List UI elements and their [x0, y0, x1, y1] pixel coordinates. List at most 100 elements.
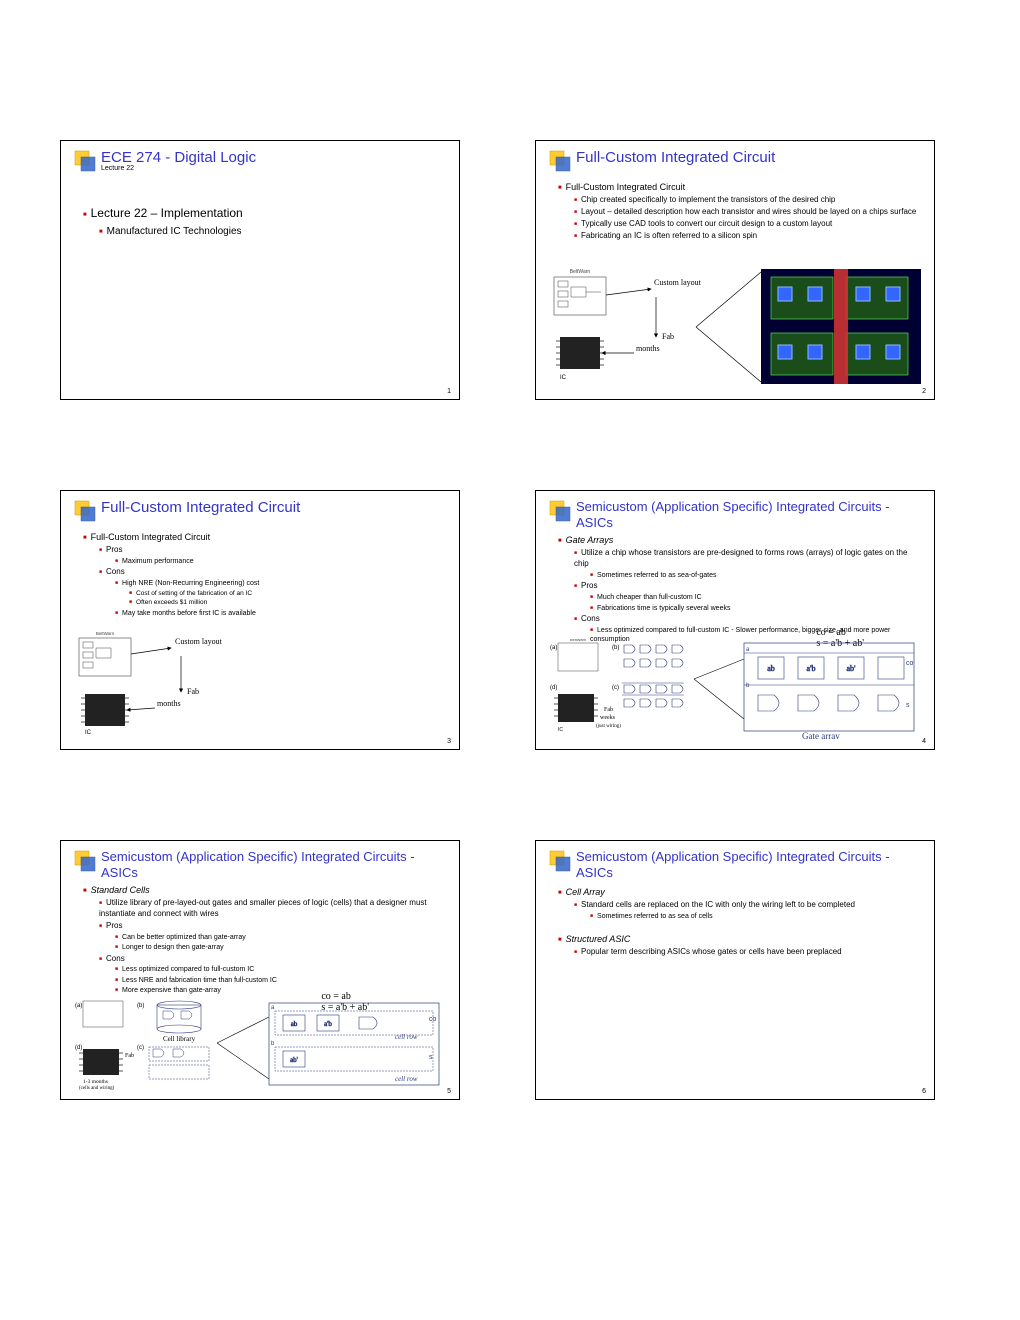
slide-title: Semicustom (Application Specific) Integr… [101, 849, 449, 880]
title-decoration-icon [546, 149, 572, 175]
title-decoration-icon [546, 499, 572, 525]
svg-text:(d): (d) [550, 685, 557, 691]
bullet: ■May take months before first IC is avai… [115, 609, 449, 618]
svg-text:ab: ab [767, 664, 775, 673]
svg-text:weeks: weeks [600, 715, 616, 721]
bullet-cons: ■Cons [99, 954, 449, 965]
bullet: ■Can be better optimized than gate-array [115, 933, 449, 942]
svg-text:Fab: Fab [662, 332, 674, 341]
page-number: 5 [447, 1088, 451, 1095]
heading: ■Full-Custom Integrated Circuit [558, 181, 924, 193]
page-number: 3 [447, 738, 451, 745]
bullet: ■Often exceeds $1 million [129, 599, 449, 608]
svg-text:BeltWarn: BeltWarn [570, 639, 586, 642]
bullet: ■Layout – detailed description how each … [574, 207, 924, 218]
title-decoration-icon [71, 499, 97, 525]
bullet: ■Utilize library of pre-layed-out gates … [99, 898, 449, 920]
slide-2: Full-Custom Integrated Circuit ■Full-Cus… [535, 140, 935, 400]
svg-text:cell row: cell row [395, 1033, 418, 1041]
svg-text:Gate array: Gate array [802, 731, 840, 739]
bullet: ■Popular term describing ASICs whose gat… [574, 947, 924, 958]
svg-text:(cells and wiring): (cells and wiring) [79, 1086, 115, 1091]
svg-text:ab': ab' [847, 664, 857, 673]
heading: ■Cell Array [558, 886, 924, 898]
svg-text:BeltWarn: BeltWarn [570, 269, 591, 275]
label-custom-layout: Custom layout [654, 278, 702, 287]
svg-text:(a): (a) [75, 1003, 82, 1009]
svg-text:b: b [746, 683, 750, 689]
standard-cell-diagram: (a) (b) Cell library (d) Fab 1-3 months [69, 999, 449, 1091]
bullet: ■Standard cells are replaced on the IC w… [574, 900, 924, 911]
svg-text:BeltWarn: BeltWarn [96, 632, 115, 636]
bullet: ■Utilize a chip whose transistors are pr… [574, 548, 924, 570]
bullet: ■Chip created specifically to implement … [574, 195, 924, 206]
svg-text:ab': ab' [290, 1056, 298, 1064]
svg-text:Fab: Fab [187, 687, 199, 696]
heading: ■Standard Cells [83, 884, 449, 896]
svg-text:1-3 months: 1-3 months [83, 1079, 108, 1085]
svg-text:s: s [906, 702, 910, 709]
page-number: 6 [922, 1088, 926, 1095]
svg-text:(just wiring): (just wiring) [596, 724, 621, 729]
slide-title: Full-Custom Integrated Circuit [101, 499, 300, 517]
page-number: 4 [922, 738, 926, 745]
bullet-cons: ■Cons [574, 614, 924, 625]
bullet: ■Less NRE and fabrication time than full… [115, 976, 449, 985]
custom-layout-diagram: BeltWarn Custom layout IC Fab months [546, 267, 926, 387]
svg-text:ab: ab [291, 1020, 298, 1028]
svg-text:IC: IC [558, 727, 563, 733]
bullet: ■High NRE (Non-Recurring Engineering) co… [115, 579, 449, 588]
bullet: ■Sometimes referred to as sea of cells [590, 912, 924, 921]
svg-text:Fab: Fab [604, 707, 613, 713]
bullet: ■Longer to design then gate-array [115, 943, 449, 952]
bullet-pros: ■Pros [99, 545, 449, 556]
svg-text:Cell library: Cell library [163, 1035, 196, 1043]
page-number: 1 [447, 388, 451, 395]
bullet: ■Much cheaper than full-custom IC [590, 593, 924, 602]
bullet: ■Sometimes referred to as sea-of-gates [590, 571, 924, 580]
svg-text:(b): (b) [612, 645, 619, 651]
svg-text:(c): (c) [137, 1045, 144, 1051]
bullet: ■Fabrications time is typically several … [590, 604, 924, 613]
svg-text:Fab: Fab [125, 1053, 134, 1059]
gate-array-diagram: (a) BeltWarn (b) IC (d) Fab weeks [544, 639, 924, 739]
svg-text:Custom layout: Custom layout [175, 637, 223, 646]
svg-text:co: co [429, 1016, 437, 1023]
title-decoration-icon [71, 849, 97, 875]
svg-text:a'b: a'b [324, 1020, 332, 1028]
slide-title: Full-Custom Integrated Circuit [576, 149, 775, 167]
svg-text:a: a [271, 1005, 275, 1011]
page-number: 2 [922, 388, 926, 395]
slide-4: Semicustom (Application Specific) Integr… [535, 490, 935, 750]
title-decoration-icon [71, 149, 97, 175]
svg-text:(c): (c) [612, 685, 619, 691]
svg-text:months: months [636, 344, 660, 353]
title-decoration-icon [546, 849, 572, 875]
bullet: ■More expensive than gate-array [115, 986, 449, 995]
svg-text:IC: IC [85, 730, 92, 736]
heading: ■Full-Custom Integrated Circuit [83, 531, 449, 543]
custom-layout-diagram-small: BeltWarn Custom layout IC Fab months [71, 632, 271, 737]
heading: ■Gate Arrays [558, 534, 924, 546]
slide-3: Full-Custom Integrated Circuit ■Full-Cus… [60, 490, 460, 750]
svg-text:a'b: a'b [807, 664, 816, 673]
bullet-pros: ■Pros [574, 581, 924, 592]
svg-text:(a): (a) [550, 645, 557, 651]
bullet-cons: ■Cons [99, 567, 449, 578]
slide-5: Semicustom (Application Specific) Integr… [60, 840, 460, 1100]
bullet: ■Cost of setting of the fabrication of a… [129, 590, 449, 599]
bullet: ■Less optimized compared to full-custom … [115, 965, 449, 974]
bullet: ■Maximum performance [115, 557, 449, 566]
bullet: ■Typically use CAD tools to convert our … [574, 219, 924, 230]
svg-text:co: co [906, 660, 914, 667]
slide-title: Semicustom (Application Specific) Integr… [576, 849, 924, 880]
svg-text:months: months [157, 699, 181, 708]
bullet-pros: ■Pros [99, 921, 449, 932]
svg-text:(d): (d) [75, 1045, 82, 1051]
slide-6: Semicustom (Application Specific) Integr… [535, 840, 935, 1100]
svg-text:(b): (b) [137, 1003, 144, 1009]
slide-title: Semicustom (Application Specific) Integr… [576, 499, 924, 530]
heading: ■Structured ASIC [558, 933, 924, 945]
svg-text:cell row: cell row [395, 1075, 418, 1083]
slide-1: ECE 274 - Digital Logic Lecture 22 ■Lect… [60, 140, 460, 400]
